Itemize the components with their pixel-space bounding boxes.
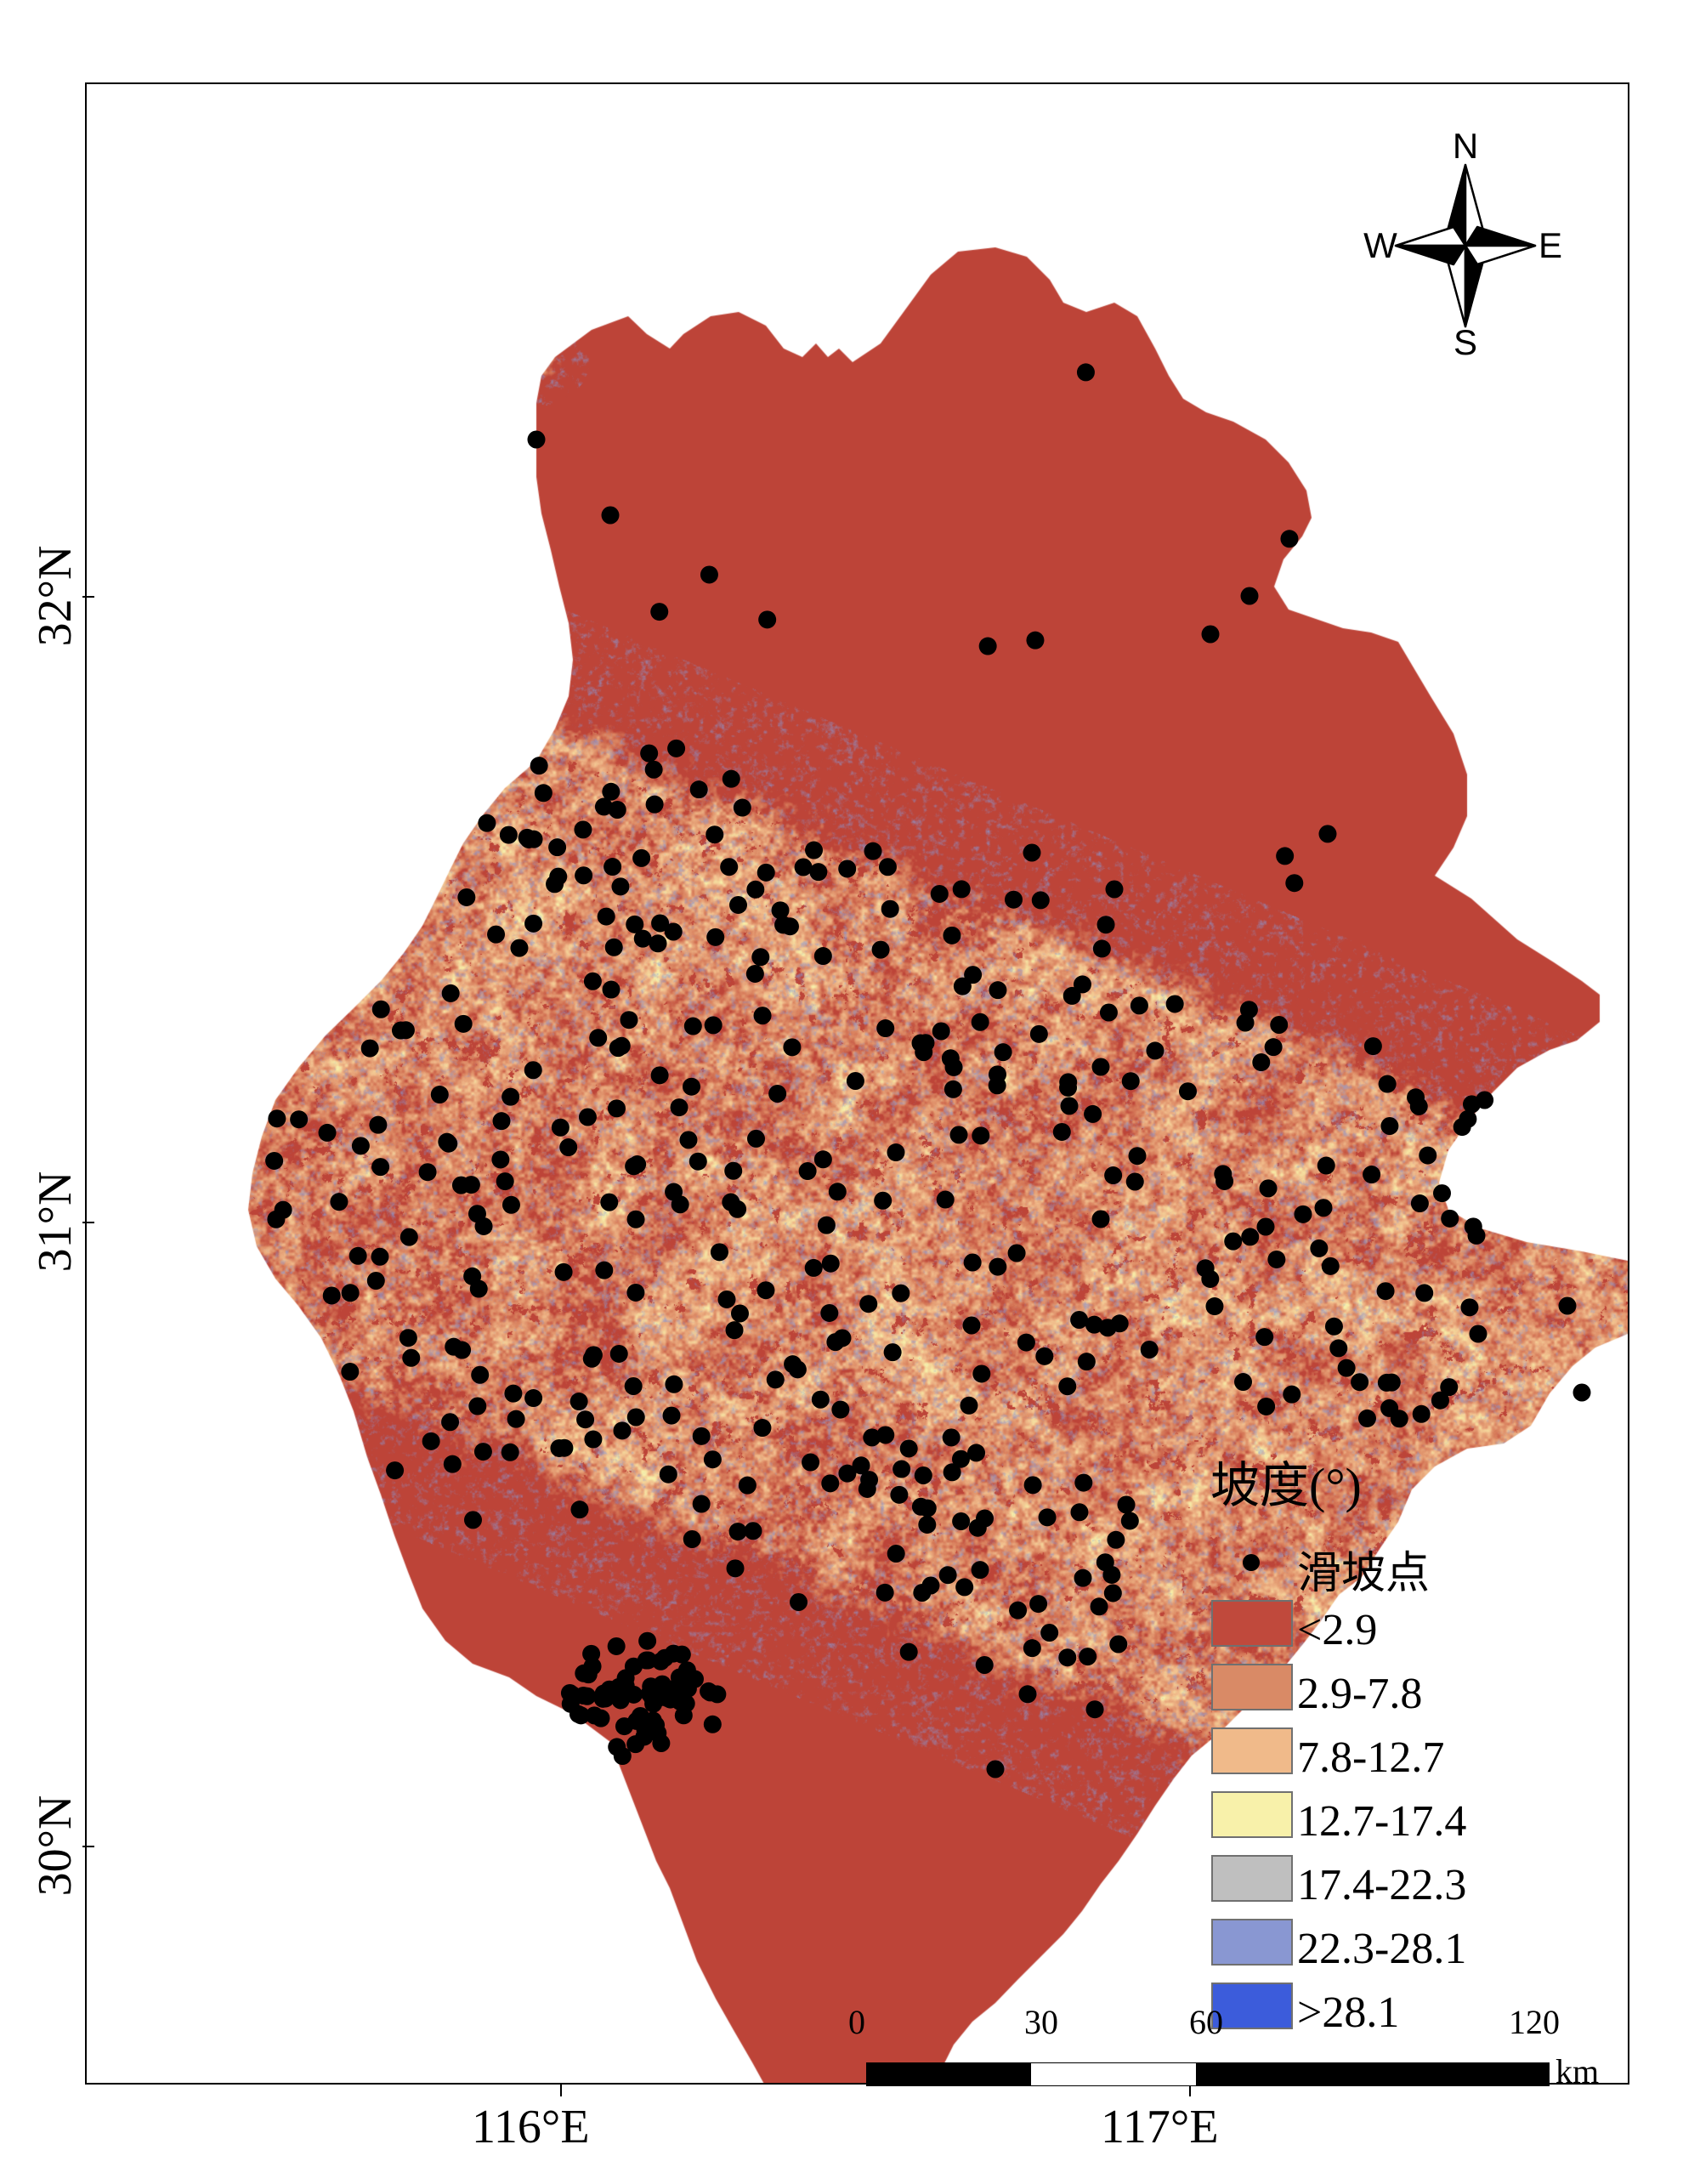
svg-text:S: S (1454, 322, 1477, 362)
svg-text:N: N (1453, 126, 1478, 166)
svg-text:E: E (1538, 225, 1562, 265)
svg-text:W: W (1363, 225, 1397, 265)
